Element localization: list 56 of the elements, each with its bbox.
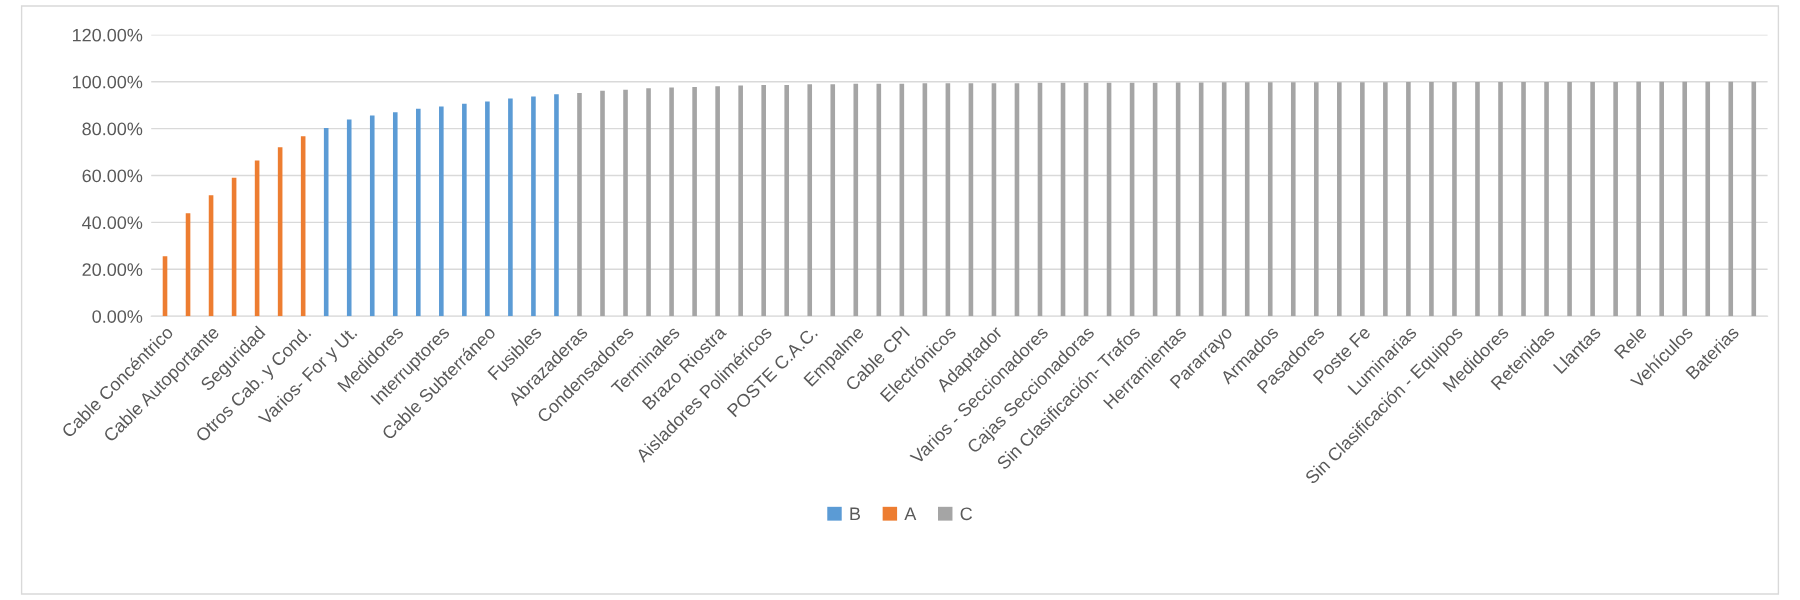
bar — [1751, 81, 1757, 317]
bar — [1313, 82, 1319, 317]
bar — [669, 87, 674, 317]
bar — [1383, 82, 1388, 317]
y-tick-label: 60.00% — [82, 169, 143, 183]
bar — [1337, 82, 1342, 317]
bar — [415, 108, 421, 317]
bar — [1613, 81, 1618, 317]
bar — [692, 87, 697, 317]
bar — [646, 88, 651, 317]
bar — [1290, 82, 1296, 317]
bar — [392, 112, 398, 317]
bar — [784, 84, 790, 317]
y-tick-label: 80.00% — [82, 122, 143, 136]
bar — [1659, 81, 1664, 317]
legend-label: B — [850, 507, 861, 520]
bar — [485, 101, 490, 317]
y-tick-label: 0.00% — [92, 310, 143, 323]
y-tick-label: 20.00% — [82, 263, 143, 277]
bar — [738, 85, 743, 317]
bar — [1406, 81, 1411, 317]
bar — [1360, 82, 1365, 317]
bar — [761, 84, 766, 317]
bar — [623, 89, 628, 317]
bar — [1636, 81, 1641, 317]
legend-label: C — [960, 507, 973, 521]
bar — [1590, 81, 1595, 317]
bar — [369, 115, 375, 317]
y-tick-label: 40.00% — [82, 216, 143, 230]
y-tick-label: 120.00% — [72, 28, 143, 42]
bar — [554, 94, 559, 317]
bar — [439, 106, 444, 317]
bar — [1244, 82, 1250, 317]
bar — [1728, 81, 1734, 317]
bar — [853, 83, 859, 317]
bar — [1498, 81, 1503, 317]
bar — [1567, 81, 1572, 317]
bar — [715, 86, 720, 317]
bar — [1682, 81, 1688, 317]
y-tick-label: 100.00% — [72, 75, 143, 89]
bar — [600, 90, 605, 317]
bar — [508, 98, 513, 317]
bar — [1429, 81, 1434, 317]
bar — [577, 92, 582, 317]
bar — [1475, 81, 1480, 317]
bar — [346, 119, 352, 317]
bar — [531, 96, 536, 317]
bar — [1705, 81, 1711, 317]
bar — [1521, 81, 1526, 317]
bar — [462, 103, 467, 317]
bar — [807, 84, 813, 317]
bar — [1544, 81, 1549, 317]
legend-label: A — [904, 507, 917, 520]
bar — [1452, 81, 1457, 317]
bar — [1267, 82, 1273, 317]
bar — [830, 84, 836, 317]
